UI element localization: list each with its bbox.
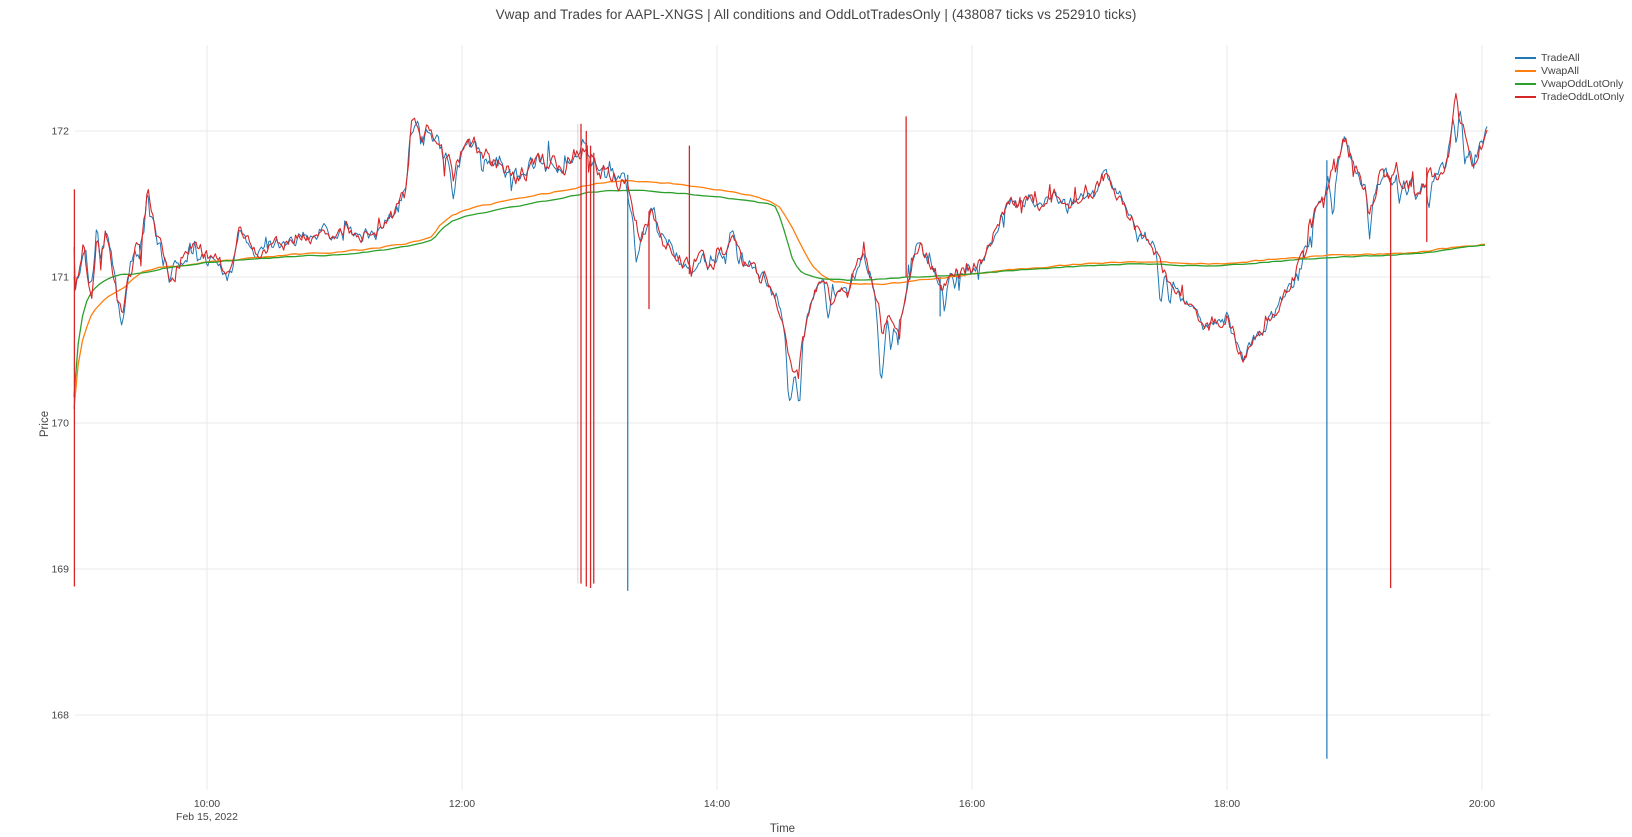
legend-swatch-TradeOddLotOnly: [1515, 96, 1536, 99]
legend-item-TradeAll[interactable]: TradeAll: [1515, 53, 1624, 64]
legend: TradeAll VwapAll VwapOddLotOnly TradeOddLot…: [1515, 53, 1624, 103]
legend-item-TradeOddLotOnly[interactable]: TradeOddLotOnly: [1515, 92, 1624, 103]
tick-labels: 168 169 170 171 172 10:00 12:00 14:00 16:00 18:00…: [51, 126, 1495, 811]
y-tick-label: 168: [51, 710, 69, 722]
series-line-TradeAll[interactable]: [73, 110, 1488, 402]
gridlines: [75, 45, 1490, 790]
chart-title: Vwap and Trades for AAPL-XNGS | All cond…: [495, 7, 1137, 22]
series-VwapAll: [73, 180, 1486, 409]
y-axis-title: Price: [39, 410, 51, 438]
legend-label: VwapOddLotOnly: [1541, 78, 1624, 90]
legend-label: TradeOddLotOnly: [1541, 91, 1625, 103]
legend-label: VwapAll: [1541, 65, 1579, 77]
legend-item-VwapOddLotOnly[interactable]: VwapOddLotOnly: [1515, 79, 1624, 90]
legend-item-VwapAll[interactable]: VwapAll: [1515, 66, 1624, 77]
series-TradeOddLotOnly: [73, 93, 1488, 588]
series-line-TradeOddLotOnly[interactable]: [73, 93, 1488, 379]
series-VwapOddLotOnly: [73, 189, 1486, 397]
y-tick-label: 172: [51, 126, 69, 138]
legend-label: TradeAll: [1541, 52, 1580, 64]
y-tick-label: 169: [51, 564, 69, 576]
x-tick-label: 12:00: [449, 798, 475, 810]
series-line-VwapAll[interactable]: [73, 180, 1486, 409]
x-axis-title: Time: [769, 823, 796, 835]
series-line-VwapOddLotOnly[interactable]: [73, 189, 1486, 397]
legend-swatch-VwapOddLotOnly: [1515, 83, 1536, 86]
y-tick-label: 171: [51, 272, 69, 284]
x-date-label: Feb 15, 2022: [176, 811, 238, 823]
x-tick-label: 16:00: [959, 798, 985, 810]
series-TradeAll: [73, 110, 1488, 759]
x-tick-label: 14:00: [704, 798, 730, 810]
legend-swatch-TradeAll: [1515, 57, 1536, 60]
y-tick-label: 170: [51, 418, 69, 430]
x-tick-label: 10:00: [194, 798, 220, 810]
x-tick-label: 20:00: [1469, 798, 1495, 810]
legend-swatch-VwapAll: [1515, 70, 1536, 73]
x-tick-label: 18:00: [1214, 798, 1240, 810]
